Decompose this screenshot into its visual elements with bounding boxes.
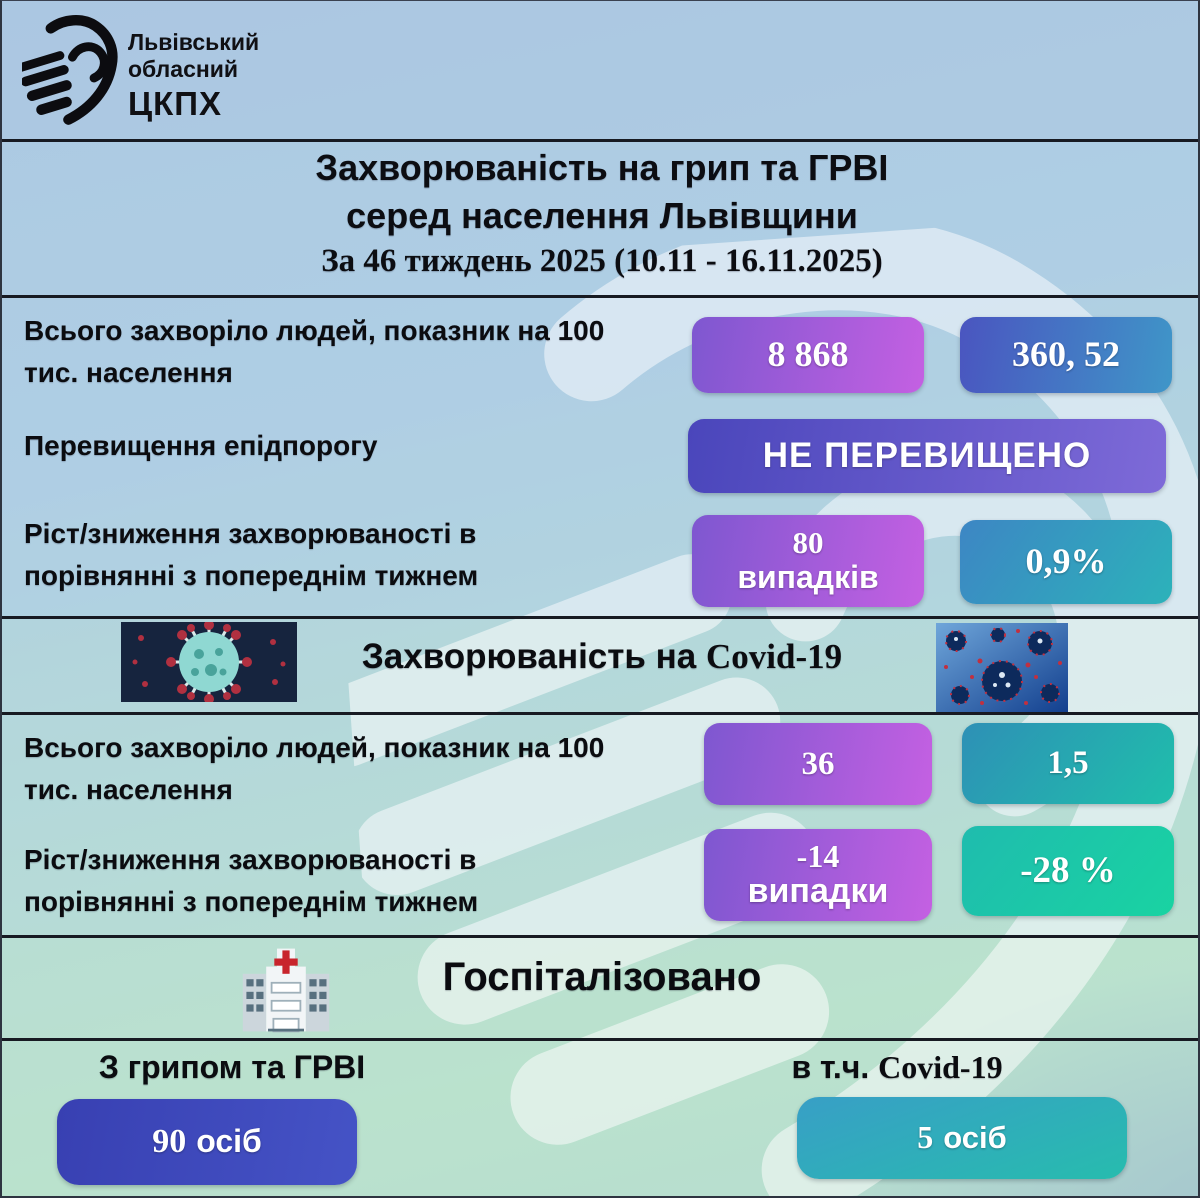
covid-stats-section: Всього захворіло людей, показник на 100 … xyxy=(2,715,1198,935)
flu-total-cases-badge: 8 868 xyxy=(692,317,924,393)
hospitalized-covid-badge: 5 осіб xyxy=(797,1097,1127,1179)
covid-change-cases-badge: -14 випадки xyxy=(704,829,932,921)
flu-total-cases-value: 8 868 xyxy=(767,334,849,375)
covid-change-percent-value: -28 % xyxy=(1020,849,1116,891)
flu-change-percent-value: 0,9% xyxy=(1025,541,1107,582)
org-header: Львівський обласний ЦКПХ xyxy=(2,1,1198,139)
flu-threshold-status-badge: НЕ ПЕРЕВИЩЕНО xyxy=(688,419,1166,493)
hospitalized-covid-value: 5 xyxy=(917,1119,934,1156)
covid-rate-value: 1,5 xyxy=(1047,745,1089,782)
flu-change-cases-value: 80 xyxy=(792,525,824,561)
covid-change-cases-unit: випадки xyxy=(747,872,889,911)
covid-total-cases-badge: 36 xyxy=(704,723,932,805)
org-name-line3: ЦКПХ xyxy=(128,85,222,122)
flu-threshold-label: Перевищення епідпорогу xyxy=(24,430,378,461)
covid-total-cases-value: 36 xyxy=(801,745,835,782)
hospitalized-flu-badge: 90 осіб xyxy=(57,1099,357,1185)
coronavirus-image-right xyxy=(936,623,1068,712)
covid-rate-badge: 1,5 xyxy=(962,723,1174,804)
hospitalized-covid-unit: осіб xyxy=(943,1119,1007,1155)
flu-threshold-status-value: НЕ ПЕРЕВИЩЕНО xyxy=(762,436,1092,475)
hospitalized-covid-label-prefix: в т.ч. xyxy=(791,1049,870,1085)
flu-rate-badge: 360, 52 xyxy=(960,317,1172,393)
covid-title-name: Covid-19 xyxy=(706,637,843,676)
coronavirus-image-left xyxy=(121,622,297,702)
covid-change-percent-badge: -28 % xyxy=(962,826,1174,916)
section-divider xyxy=(2,295,1198,298)
section-divider xyxy=(2,712,1198,715)
section-divider xyxy=(2,935,1198,938)
section-divider xyxy=(2,139,1198,142)
covid-total-label: Всього захворіло людей, показник на 100 … xyxy=(24,732,605,805)
poster-title-line1: Захворюваність на грип та ГРВІ xyxy=(315,147,889,188)
org-name: Львівський обласний ЦКПХ xyxy=(128,29,259,122)
flu-change-label: Ріст/зниження захворюваності в порівнянн… xyxy=(24,518,479,591)
org-name-line1: Львівський xyxy=(128,29,260,55)
section-divider xyxy=(2,1038,1198,1041)
hospitalized-covid-label: в т.ч. Covid-19 xyxy=(702,1049,1092,1086)
org-logo-icon xyxy=(22,13,118,127)
flu-change-cases-badge: 80 випадків xyxy=(692,515,924,607)
covid-change-label: Ріст/зниження захворюваності в порівнянн… xyxy=(24,844,479,917)
flu-stats-section: Всього захворіло людей, показник на 100 … xyxy=(2,298,1198,616)
flu-change-percent-badge: 0,9% xyxy=(960,520,1172,604)
hospitalized-flu-unit: осіб xyxy=(196,1123,262,1160)
org-name-line2: обласний xyxy=(128,56,239,82)
title-section: Захворюваність на грип та ГРВІ серед нас… xyxy=(2,142,1198,295)
hospitalized-flu-label: З грипом та ГРВІ xyxy=(98,1049,366,1085)
flu-total-label: Всього захворіло людей, показник на 100 … xyxy=(24,315,605,388)
flu-rate-value: 360, 52 xyxy=(1012,334,1120,375)
covid-title-prefix: Захворюваність на xyxy=(361,637,697,676)
hospitalized-title: Госпіталізовано xyxy=(442,955,762,999)
flu-change-cases-unit: випадків xyxy=(737,558,879,595)
section-divider xyxy=(2,616,1198,619)
covid-change-cases-value: -14 xyxy=(796,837,840,874)
hospitalized-covid-label-name: Covid-19 xyxy=(878,1049,1003,1085)
poster-title-week: За 46 тиждень 2025 (10.11 - 16.11.2025) xyxy=(321,243,883,279)
poster-title-line2: серед населення Львівщини xyxy=(346,195,858,236)
hospitalized-flu-value: 90 xyxy=(152,1123,187,1161)
